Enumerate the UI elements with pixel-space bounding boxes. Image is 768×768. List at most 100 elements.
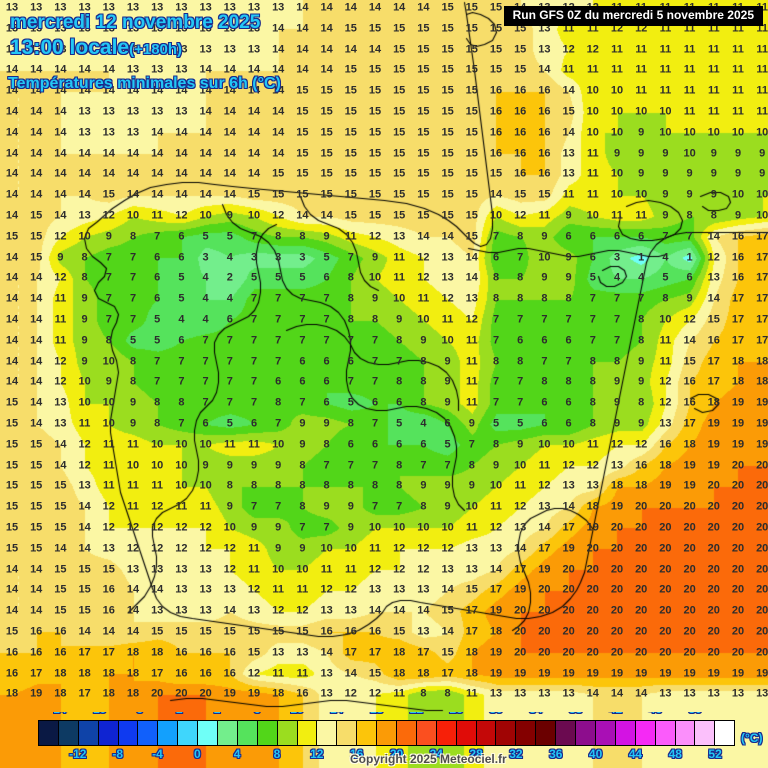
grid-temperature-value: 14 (296, 63, 309, 76)
color-scale-swatch[interactable] (277, 721, 298, 745)
grid-temperature-value: 11 (393, 251, 406, 264)
color-scale-swatch[interactable] (178, 721, 199, 745)
color-scale-swatch[interactable] (58, 721, 79, 745)
color-scale-swatch[interactable] (715, 721, 735, 745)
color-scale-swatch[interactable] (118, 721, 139, 745)
color-scale-tick-top: 2 (214, 712, 221, 716)
grid-temperature-value: 7 (226, 375, 233, 388)
color-scale-swatch[interactable] (138, 721, 159, 745)
color-scale-swatch[interactable] (257, 721, 278, 745)
grid-temperature-value: 10 (199, 438, 212, 451)
grid-temperature-value: 18 (126, 667, 140, 680)
grid-temperature-value: 9 (347, 521, 354, 534)
grid-temperature-value: 8 (347, 292, 354, 305)
grid-temperature-value: 14 (489, 563, 503, 576)
color-scale-swatch[interactable] (635, 721, 656, 745)
grid-temperature-value: 15 (368, 188, 382, 201)
grid-temperature-value: 7 (275, 334, 282, 347)
grid-temperature-value: 2 (226, 271, 233, 284)
color-scale-swatch[interactable] (416, 721, 437, 745)
color-scale-swatch[interactable] (615, 721, 636, 745)
grid-temperature-value: 15 (78, 583, 91, 596)
grid-temperature-value: 15 (441, 209, 454, 222)
grid-temperature-value: 7 (178, 355, 185, 368)
temperature-map[interactable]: 13 13 13 13 13 13 13 13 13 13 13 13 14 14 14 14 14 14 15 15… (0, 0, 768, 712)
grid-temperature-value: 11 (659, 84, 672, 97)
grid-temperature-value: 7 (347, 251, 354, 264)
grid-temperature-value: 15 (54, 500, 67, 513)
grid-temperature-value: 9 (129, 417, 137, 430)
grid-temperature-value: 17 (78, 646, 91, 659)
color-scale-swatch[interactable] (496, 721, 517, 745)
grid-temperature-value: 17 (731, 334, 745, 347)
color-scale-swatch[interactable] (237, 721, 258, 745)
color-scale-swatch[interactable] (297, 721, 318, 745)
color-scale-swatch[interactable] (556, 721, 577, 745)
color-scale-swatch[interactable] (456, 721, 477, 745)
grid-temperature-value: 19 (731, 396, 745, 409)
color-scale-swatch[interactable] (218, 721, 238, 745)
color-scale-swatch[interactable] (576, 721, 596, 745)
color-scale-swatch[interactable] (357, 721, 378, 745)
grid-temperature-value: 20 (659, 542, 672, 555)
color-scale-swatch[interactable] (595, 721, 616, 745)
grid-temperature-value: 13 (54, 417, 67, 430)
grid-temperature-value: 6 (202, 417, 209, 430)
grid-temperature-value: 13 (441, 251, 454, 264)
grid-temperature-value: 12 (175, 521, 188, 534)
grid-temperature-value: 14 (5, 313, 19, 326)
color-scale-tick-bottom: 4 (233, 747, 241, 761)
color-scale-legend[interactable]: -14-10-6-2261014182226303438424650-12-8-… (0, 712, 768, 768)
grid-temperature-value: 15 (30, 479, 43, 492)
grid-temperature-value: 10 (247, 209, 261, 222)
color-scale-tick-bottom: 20 (389, 747, 404, 761)
grid-temperature-value: 18 (465, 646, 478, 659)
grid-temperature-value: 13 (78, 126, 91, 139)
grid-temperature-value: 9 (81, 334, 88, 347)
color-scale-swatch[interactable] (98, 721, 119, 745)
color-scale-bar[interactable] (38, 720, 735, 746)
color-scale-swatch[interactable] (516, 721, 537, 745)
grid-temperature-value: 15 (344, 188, 357, 201)
grid-temperature-value: 11 (296, 583, 309, 596)
grid-temperature-value: 15 (514, 63, 527, 76)
color-scale-swatch[interactable] (476, 721, 497, 745)
grid-temperature-value: 14 (5, 126, 19, 139)
color-scale-swatch[interactable] (39, 721, 59, 745)
grid-temperature-value: 20 (175, 687, 188, 700)
color-scale-swatch[interactable] (198, 721, 219, 745)
grid-temperature-value: 14 (126, 188, 140, 201)
grid-temperature-value: 11 (127, 500, 139, 513)
grid-temperature-value: 16 (175, 667, 188, 680)
grid-temperature-value: 11 (756, 63, 768, 76)
color-scale-swatch[interactable] (377, 721, 398, 745)
color-scale-swatch[interactable] (655, 721, 676, 745)
color-scale-swatch[interactable] (337, 721, 358, 745)
grid-temperature-value: 10 (659, 313, 672, 326)
grid-temperature-value: 16 (514, 167, 527, 180)
color-scale-swatch[interactable] (536, 721, 557, 745)
grid-temperature-value: 17 (756, 292, 768, 305)
grid-temperature-value: 11 (54, 334, 67, 347)
color-scale-swatch[interactable] (317, 721, 338, 745)
grid-temperature-value: 12 (368, 230, 382, 243)
color-scale-swatch[interactable] (695, 721, 716, 745)
grid-temperature-value: 9 (468, 479, 475, 492)
color-scale-swatch[interactable] (397, 721, 417, 745)
color-scale-swatch[interactable] (158, 721, 179, 745)
color-scale-swatch[interactable] (436, 721, 457, 745)
grid-temperature-value: 7 (396, 355, 403, 368)
grid-temperature-value: 11 (562, 188, 575, 201)
grid-temperature-value: 14 (199, 188, 212, 201)
grid-temperature-value: 12 (54, 271, 67, 284)
grid-temperature-value: 9 (444, 479, 451, 492)
color-scale-swatch[interactable] (78, 721, 99, 745)
grid-temperature-value: 11 (248, 438, 260, 451)
grid-temperature-value: 9 (468, 417, 475, 430)
grid-temperature-value: 9 (105, 230, 112, 243)
grid-temperature-value: 10 (78, 375, 91, 388)
grid-temperature-value: 18 (151, 646, 164, 659)
grid-temperature-value: 14 (562, 500, 575, 513)
grid-temperature-value: 14 (126, 583, 140, 596)
color-scale-swatch[interactable] (675, 721, 696, 745)
